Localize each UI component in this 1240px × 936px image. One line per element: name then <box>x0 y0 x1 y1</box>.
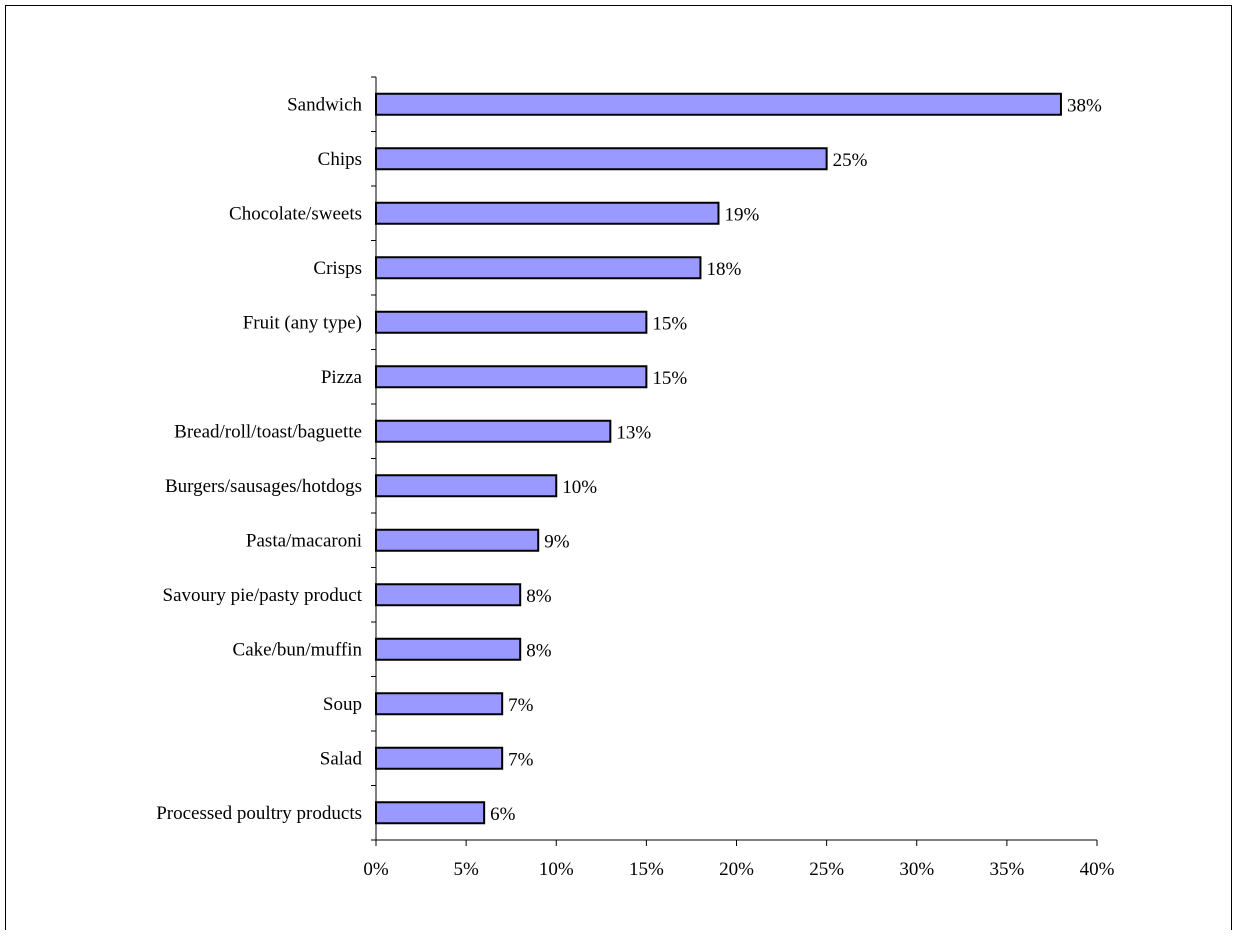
bar <box>375 637 522 661</box>
data-label: 8% <box>526 640 552 661</box>
category-label: Bread/roll/toast/baguette <box>174 421 362 442</box>
x-tick-label: 10% <box>539 859 574 880</box>
bar <box>375 583 522 607</box>
bar-chart: 0% 5% 10% 15% 20% 25% 30% 35% 40% Sandwich 38% Chip… <box>156 76 1115 880</box>
x-tick-label: 25% <box>809 859 844 880</box>
bar <box>375 256 702 280</box>
category-label: Salad <box>320 748 363 769</box>
bar <box>375 310 648 334</box>
data-label: 7% <box>508 749 534 770</box>
category-label: Savoury pie/pasty product <box>163 585 363 606</box>
x-tick-label: 15% <box>629 859 664 880</box>
bar <box>375 365 648 389</box>
bar <box>375 147 828 171</box>
data-label: 8% <box>526 586 552 607</box>
data-label: 10% <box>562 477 597 498</box>
x-tick-label: 5% <box>453 859 479 880</box>
bar <box>375 746 504 770</box>
bars-layer <box>375 92 1062 825</box>
bar <box>375 528 540 552</box>
bar <box>375 92 1062 116</box>
category-label: Burgers/sausages/hotdogs <box>165 476 362 497</box>
category-label: Chips <box>318 149 362 170</box>
bar <box>375 419 612 443</box>
bar <box>375 801 486 825</box>
category-label: Sandwich <box>287 94 362 115</box>
axis-layer <box>371 76 1098 846</box>
category-label: Cake/bun/muffin <box>233 639 363 660</box>
data-label: 18% <box>706 259 741 280</box>
chart-frame: 0% 5% 10% 15% 20% 25% 30% 35% 40% Sandwich 38% Chip… <box>5 5 1232 930</box>
data-label: 25% <box>833 150 868 171</box>
category-label: Fruit (any type) <box>243 312 362 333</box>
category-label: Chocolate/sweets <box>229 203 362 224</box>
data-label: 13% <box>616 422 651 443</box>
x-tick-label: 40% <box>1080 859 1115 880</box>
x-tick-label: 0% <box>363 859 389 880</box>
labels-layer: 0% 5% 10% 15% 20% 25% 30% 35% 40% Sandwich 38% Chip… <box>156 94 1114 880</box>
category-label: Processed poultry products <box>156 803 362 824</box>
data-label: 6% <box>490 804 516 825</box>
bar <box>375 474 558 498</box>
x-tick-label: 20% <box>719 859 754 880</box>
data-label: 7% <box>508 695 534 716</box>
category-label: Pasta/macaroni <box>246 530 362 551</box>
bar <box>375 692 504 716</box>
data-label: 15% <box>652 368 687 389</box>
data-label: 15% <box>652 313 687 334</box>
data-label: 19% <box>724 204 759 225</box>
data-label: 9% <box>544 531 570 552</box>
data-label: 38% <box>1067 95 1102 116</box>
x-tick-label: 35% <box>989 859 1024 880</box>
category-label: Crisps <box>313 258 362 279</box>
category-label: Soup <box>323 694 362 715</box>
bar <box>375 201 720 225</box>
x-tick-label: 30% <box>899 859 934 880</box>
category-label: Pizza <box>321 367 363 388</box>
